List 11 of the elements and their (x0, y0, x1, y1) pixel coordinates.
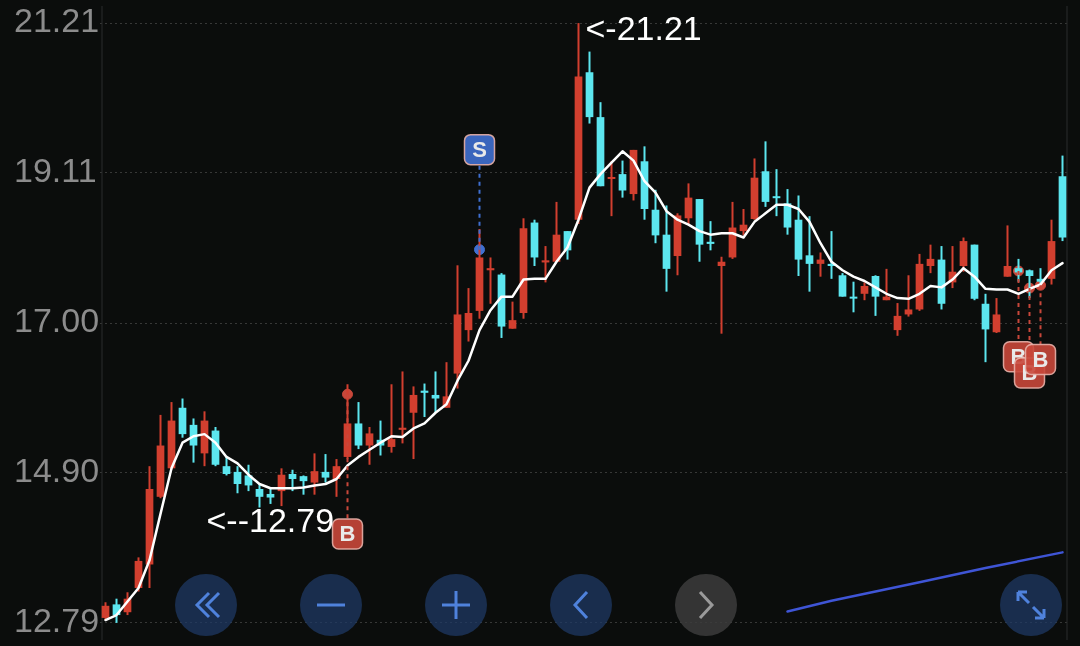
y-tick-label: 17.00 (14, 301, 100, 340)
y-tick-label: 19.11 (14, 151, 97, 190)
text: S (472, 136, 487, 162)
annotation: <--12.79 (206, 501, 335, 540)
candlestick (849, 281, 858, 313)
text: B (339, 521, 356, 547)
candlestick (607, 161, 616, 217)
annotation: <-21.21 (585, 9, 702, 48)
y-tick-label: 14.90 (14, 450, 100, 489)
y-tick-label: 12.79 (14, 601, 100, 640)
y-tick-label: 21.21 (14, 1, 100, 40)
